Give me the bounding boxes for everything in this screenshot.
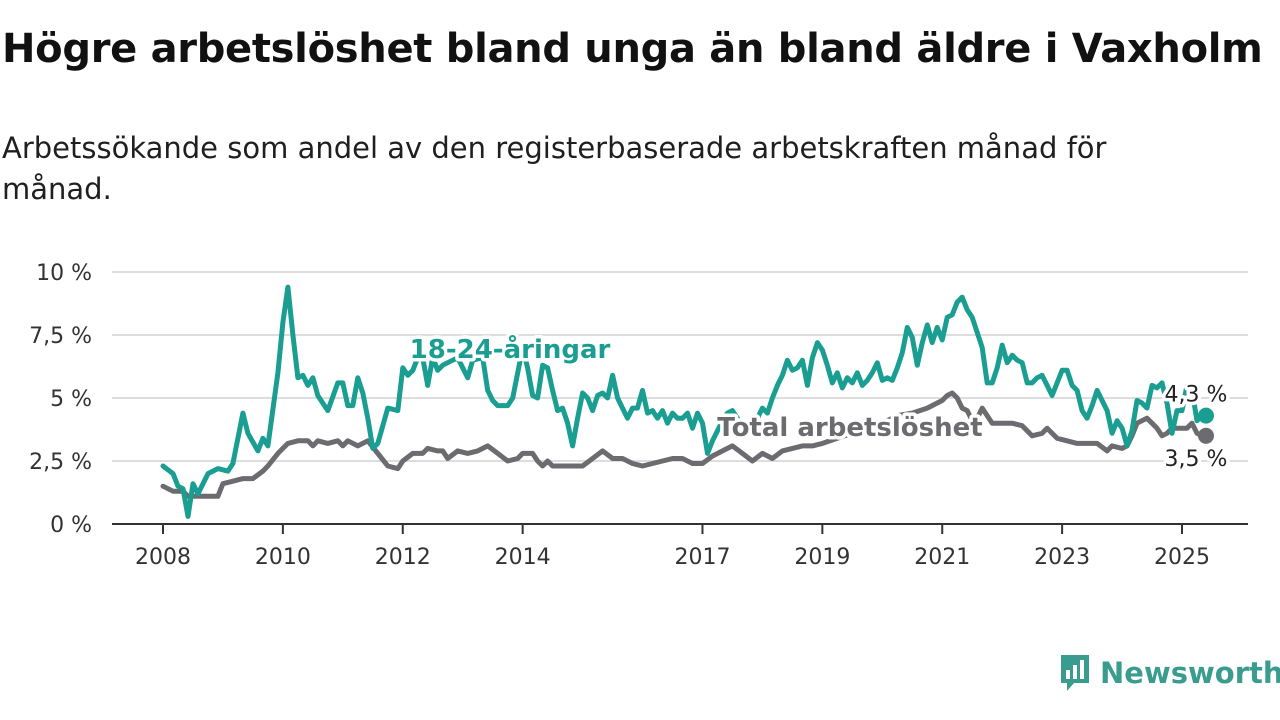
series-label-youth: 18-24-åringar xyxy=(410,333,611,365)
x-tick-label: 2023 xyxy=(1034,545,1090,570)
x-tick-label: 2014 xyxy=(495,545,551,570)
x-tick-label: 2010 xyxy=(255,545,311,570)
series-line-total xyxy=(160,390,1205,499)
newsworthy-logo-text: Newsworthy xyxy=(1100,656,1280,690)
x-tick-label: 2012 xyxy=(375,545,431,570)
x-tick-label: 2017 xyxy=(674,545,730,570)
y-axis-ticks: 0 % 2,5 % 5 % 7,5 % 10 % xyxy=(29,261,92,538)
series-label-total: Total arbetslöshet xyxy=(717,413,982,443)
x-tick-label: 2025 xyxy=(1154,545,1210,570)
end-label-youth: 4,3 % xyxy=(1165,383,1228,408)
y-tick-label: 10 % xyxy=(36,261,92,286)
end-label-total: 3,5 % xyxy=(1165,447,1228,472)
newsworthy-logo-icon xyxy=(1061,655,1089,691)
y-tick-label: 7,5 % xyxy=(29,324,92,349)
end-marker-youth xyxy=(1197,407,1214,424)
newsworthy-logo[interactable]: Newsworthy xyxy=(1058,653,1280,693)
chart-title: Högre arbetslöshet bland unga än bland ä… xyxy=(2,26,1263,72)
series-line-youth xyxy=(160,284,1205,519)
end-marker-total xyxy=(1197,427,1214,444)
x-tick-label: 2021 xyxy=(914,545,970,570)
x-tick-label: 2019 xyxy=(794,545,850,570)
y-tick-label: 5 % xyxy=(50,387,92,412)
y-tick-label: 0 % xyxy=(50,513,92,538)
series-labels: 18-24-åringar Total arbetslöshet 4,3 % 3… xyxy=(406,330,1231,476)
chart-subtitle: Arbetssökande som andel av den registerb… xyxy=(2,131,1107,206)
x-axis-ticks: 2008 2010 2012 2014 2017 2019 2021 2023 2025 xyxy=(135,524,1210,570)
series-lines xyxy=(160,284,1214,519)
y-tick-label: 2,5 % xyxy=(29,450,92,475)
gridlines xyxy=(112,271,1248,462)
x-tick-label: 2008 xyxy=(135,545,191,570)
